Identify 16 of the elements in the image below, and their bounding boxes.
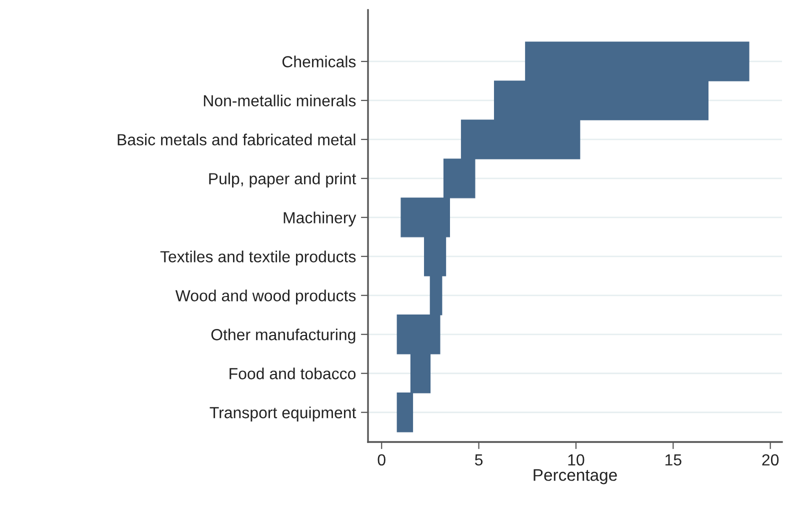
x-tick-label: 20 — [762, 454, 779, 466]
x-tick-label: 10 — [568, 454, 584, 466]
y-tick-label: Pulp, paper and print — [209, 172, 356, 188]
y-tick-label: Machinery — [284, 212, 356, 227]
y-tick-label: Food and tobacco — [230, 368, 356, 380]
x-tick-label: 0 — [378, 454, 386, 466]
x-tick-label: 15 — [665, 454, 682, 466]
y-tick-label: Other manufacturing — [211, 328, 356, 344]
y-tick-label: Wood and wood products — [175, 290, 356, 304]
x-axis-title: Percentage — [534, 469, 617, 484]
y-tick-label: Textiles and textile products — [160, 250, 356, 266]
y-tick-label: Non-metallic minerals — [204, 94, 356, 106]
y-tick-label: Basic metals and fabricated metal — [118, 134, 356, 146]
y-tick-label: Chemicals — [282, 56, 356, 68]
x-tick-label: 5 — [474, 454, 483, 466]
y-tick-label: Transport equipment — [210, 406, 356, 422]
